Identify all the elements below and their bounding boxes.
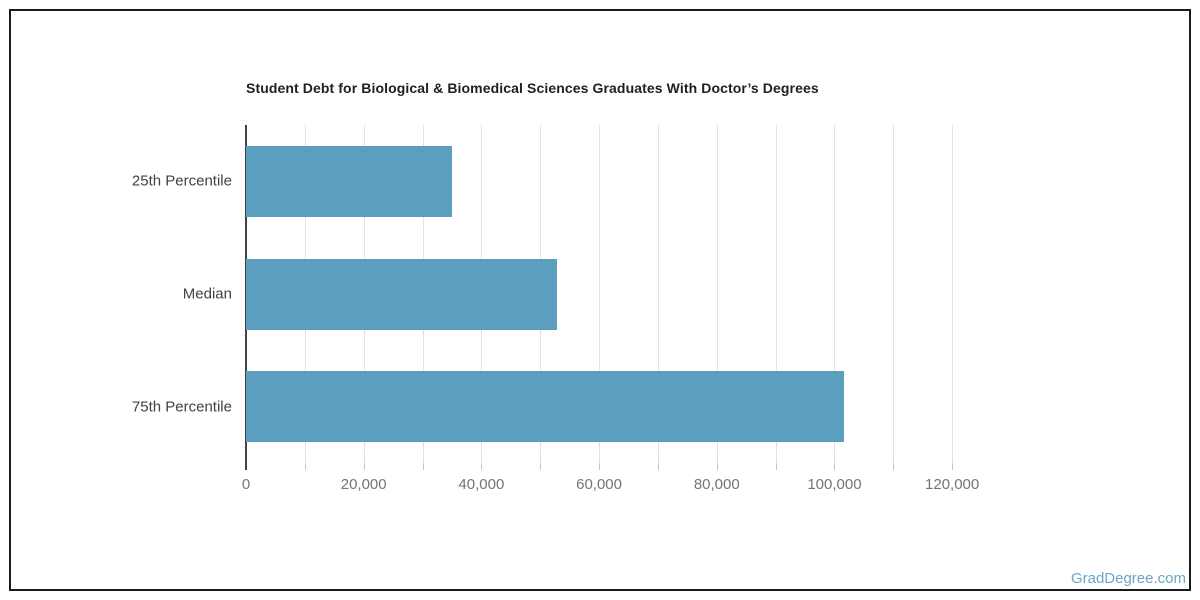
- category-label-75th-percentile: 75th Percentile: [131, 398, 232, 416]
- x-axis-tick: [245, 463, 247, 470]
- gridline: [657, 125, 659, 463]
- x-axis-tick: [775, 463, 777, 470]
- x-axis-tick-label: 120,000: [925, 476, 980, 493]
- bar-75th-percentile[interactable]: [246, 371, 844, 443]
- x-axis-tick: [422, 463, 424, 470]
- x-axis-tick-label: 100,000: [807, 476, 862, 493]
- category-label-25th-percentile: 25th Percentile: [131, 172, 232, 190]
- gridline: [775, 125, 777, 463]
- x-axis-tick: [481, 463, 483, 470]
- x-axis-tick: [304, 463, 306, 470]
- x-axis-tick: [599, 463, 601, 470]
- x-axis-tick-label: 20,000: [340, 476, 387, 493]
- x-axis-tick: [893, 463, 895, 470]
- gridline: [893, 125, 895, 463]
- x-axis-tick-label: 40,000: [458, 476, 505, 493]
- gridline: [834, 125, 836, 463]
- x-axis-tick-label: 80,000: [693, 476, 740, 493]
- gridline: [952, 125, 954, 463]
- x-axis-tick-label: 60,000: [576, 476, 623, 493]
- x-axis-tick: [363, 463, 365, 470]
- watermark-graddegree: GradDegree.com: [1070, 570, 1186, 587]
- x-axis-tick: [834, 463, 836, 470]
- x-axis-tick-label: 0: [241, 476, 251, 493]
- x-axis-tick: [657, 463, 659, 470]
- gridline: [599, 125, 601, 463]
- x-axis-tick: [952, 463, 954, 470]
- chart-title: Student Debt for Biological & Biomedical…: [246, 80, 819, 96]
- plot-area: 0 20,000 40,000 60,000 80,000 100,000 120,000: [242, 125, 1011, 493]
- bar-25th-percentile[interactable]: [246, 145, 452, 217]
- category-label-median: Median: [182, 285, 232, 303]
- gridline: [716, 125, 718, 463]
- x-axis-tick: [716, 463, 718, 470]
- bar-median[interactable]: [246, 258, 558, 330]
- x-axis-tick: [540, 463, 542, 470]
